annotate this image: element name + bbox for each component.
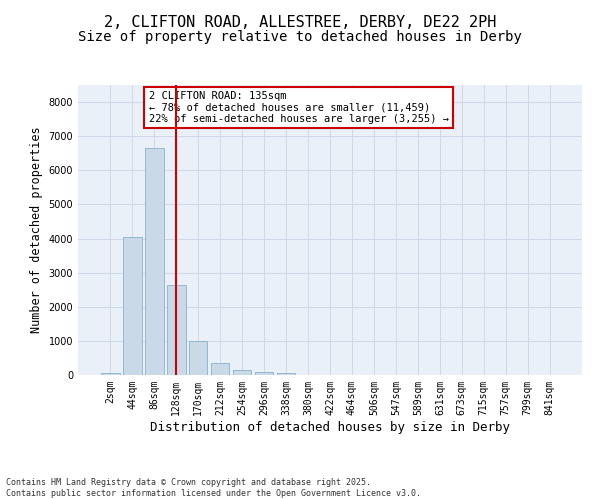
Bar (123, 237, 142, 375)
Bar (255, 372, 274, 375)
Text: Size of property relative to detached houses in Derby: Size of property relative to detached ho… (78, 30, 522, 44)
Bar (277, 373, 295, 375)
Y-axis label: Number of detached properties: Number of detached properties (30, 126, 43, 334)
Text: 2 CLIFTON ROAD: 135sqm
← 78% of detached houses are smaller (11,459)
22% of semi: 2 CLIFTON ROAD: 135sqm ← 78% of detached… (149, 91, 449, 124)
Bar (101, 372, 119, 375)
X-axis label: Distribution of detached houses by size in Derby: Distribution of detached houses by size … (150, 420, 510, 434)
Text: 2, CLIFTON ROAD, ALLESTREE, DERBY, DE22 2PH: 2, CLIFTON ROAD, ALLESTREE, DERBY, DE22 … (104, 15, 496, 30)
Bar (167, 284, 185, 375)
Bar (189, 341, 208, 375)
Bar (233, 370, 251, 375)
Bar (211, 362, 229, 375)
Text: Contains HM Land Registry data © Crown copyright and database right 2025.
Contai: Contains HM Land Registry data © Crown c… (6, 478, 421, 498)
Bar (145, 148, 164, 375)
